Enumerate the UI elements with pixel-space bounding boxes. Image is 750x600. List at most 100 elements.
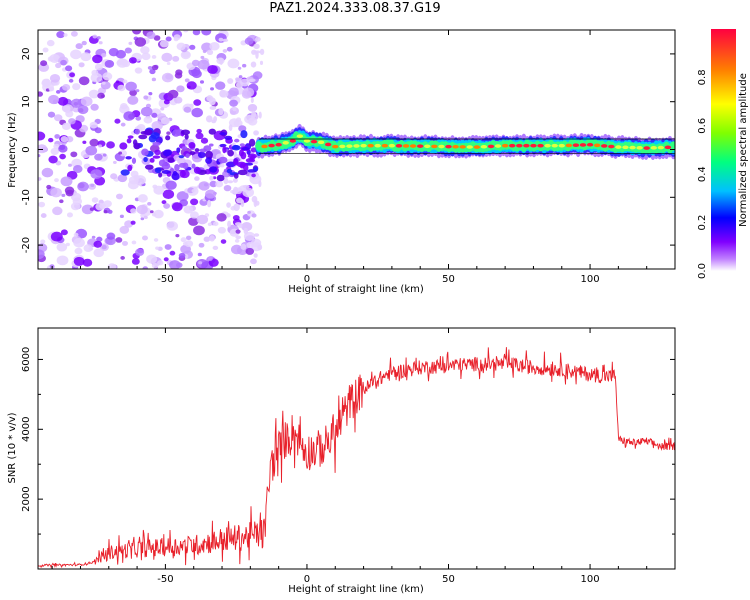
noise-blob — [172, 55, 180, 62]
noise-blob — [189, 103, 194, 108]
noise-blob — [127, 164, 133, 172]
noise-blob — [227, 220, 232, 228]
noise-blob — [250, 97, 254, 103]
noise-blob — [90, 103, 99, 111]
snr-series-line — [38, 347, 675, 569]
colorbar-label: Normalized spectral amplitude — [738, 73, 749, 227]
noise-blob — [197, 151, 206, 159]
noise-blob — [183, 30, 189, 33]
ridge-core — [381, 143, 389, 148]
noise-blob — [151, 64, 159, 71]
noise-blob — [243, 227, 249, 235]
noise-blob — [49, 74, 61, 83]
noise-blob — [166, 221, 179, 231]
noise-blob — [258, 111, 262, 119]
noise-blob — [93, 240, 103, 248]
noise-blob — [48, 86, 55, 92]
ridge-core — [608, 144, 615, 149]
noise-blob — [218, 107, 224, 116]
noise-blob — [219, 132, 227, 136]
noise-blob — [184, 240, 194, 248]
noise-blob — [198, 181, 210, 191]
noise-blob — [171, 129, 181, 137]
noise-blob — [149, 157, 155, 163]
noise-blob — [163, 257, 169, 262]
noise-blob — [184, 78, 190, 83]
noise-blob — [153, 185, 165, 195]
noise-blob — [101, 52, 107, 58]
noise-blob — [181, 50, 191, 58]
noise-blob — [197, 59, 210, 70]
noise-blob — [151, 112, 158, 118]
noise-blob — [45, 78, 50, 82]
noise-blob — [206, 49, 214, 56]
noise-blob — [101, 244, 107, 250]
noise-blob — [137, 194, 148, 203]
noise-blob — [155, 246, 160, 250]
noise-blob — [125, 81, 137, 92]
noise-blob — [123, 111, 135, 121]
noise-blob — [235, 229, 241, 234]
noise-blob — [220, 239, 227, 244]
ridge-core — [565, 143, 573, 148]
noise-blob — [143, 116, 153, 124]
noise-blob — [56, 255, 69, 266]
noise-blob — [253, 43, 260, 50]
noise-blob — [143, 215, 148, 220]
noise-blob — [244, 37, 254, 45]
noise-blob — [253, 166, 258, 172]
noise-blob — [240, 243, 247, 250]
y-tick-label: 0 — [21, 146, 32, 152]
y-tick-label: 4000 — [21, 417, 32, 442]
noise-blob — [52, 206, 63, 216]
noise-blob — [83, 244, 93, 252]
noise-blob — [151, 55, 157, 59]
y-tick-label: -20 — [21, 237, 32, 253]
noise-blob — [209, 175, 214, 181]
ridge-core — [360, 143, 367, 148]
noise-blob — [247, 153, 258, 159]
noise-blob — [104, 59, 115, 68]
noise-blob — [38, 177, 42, 181]
noise-blob — [81, 40, 87, 46]
ridge-core — [438, 144, 445, 149]
noise-blob — [232, 186, 239, 195]
snr-y-axis-title: SNR (10 * v/v) — [7, 412, 18, 483]
noise-blob — [257, 244, 263, 251]
noise-blob — [131, 157, 137, 164]
noise-blob — [140, 46, 150, 55]
noise-blob — [250, 258, 257, 265]
noise-blob — [72, 83, 81, 91]
noise-blob — [242, 187, 255, 198]
noise-blob — [96, 236, 103, 242]
noise-blob — [173, 37, 179, 42]
noise-blob — [202, 50, 207, 54]
ridge-core — [367, 143, 374, 148]
ridge-core — [579, 143, 587, 147]
y-tick-label: 20 — [21, 48, 32, 61]
ridge-core — [339, 144, 346, 149]
noise-blob — [63, 33, 68, 37]
noise-blob — [42, 47, 49, 53]
noise-blob — [222, 146, 227, 154]
noise-blob — [217, 226, 227, 234]
noise-blob — [248, 78, 256, 82]
colorbar — [711, 29, 736, 271]
ridge-core — [303, 139, 311, 143]
noise-blob — [144, 128, 153, 136]
noise-blob — [241, 147, 250, 151]
noise-blob — [241, 221, 253, 232]
noise-blob — [258, 180, 262, 188]
ridge-core — [282, 141, 289, 145]
noise-blob — [149, 210, 154, 214]
noise-blob — [50, 231, 63, 242]
x-tick-label: 0 — [304, 574, 310, 585]
colorbar-tick-label: 0.8 — [697, 69, 708, 85]
noise-blob — [65, 110, 74, 118]
x-tick-label: 50 — [442, 574, 455, 585]
noise-blob — [147, 65, 153, 70]
ridge-core — [417, 144, 424, 148]
noise-blob — [223, 177, 229, 185]
ridge-core — [409, 144, 417, 148]
noise-blob — [183, 106, 192, 113]
